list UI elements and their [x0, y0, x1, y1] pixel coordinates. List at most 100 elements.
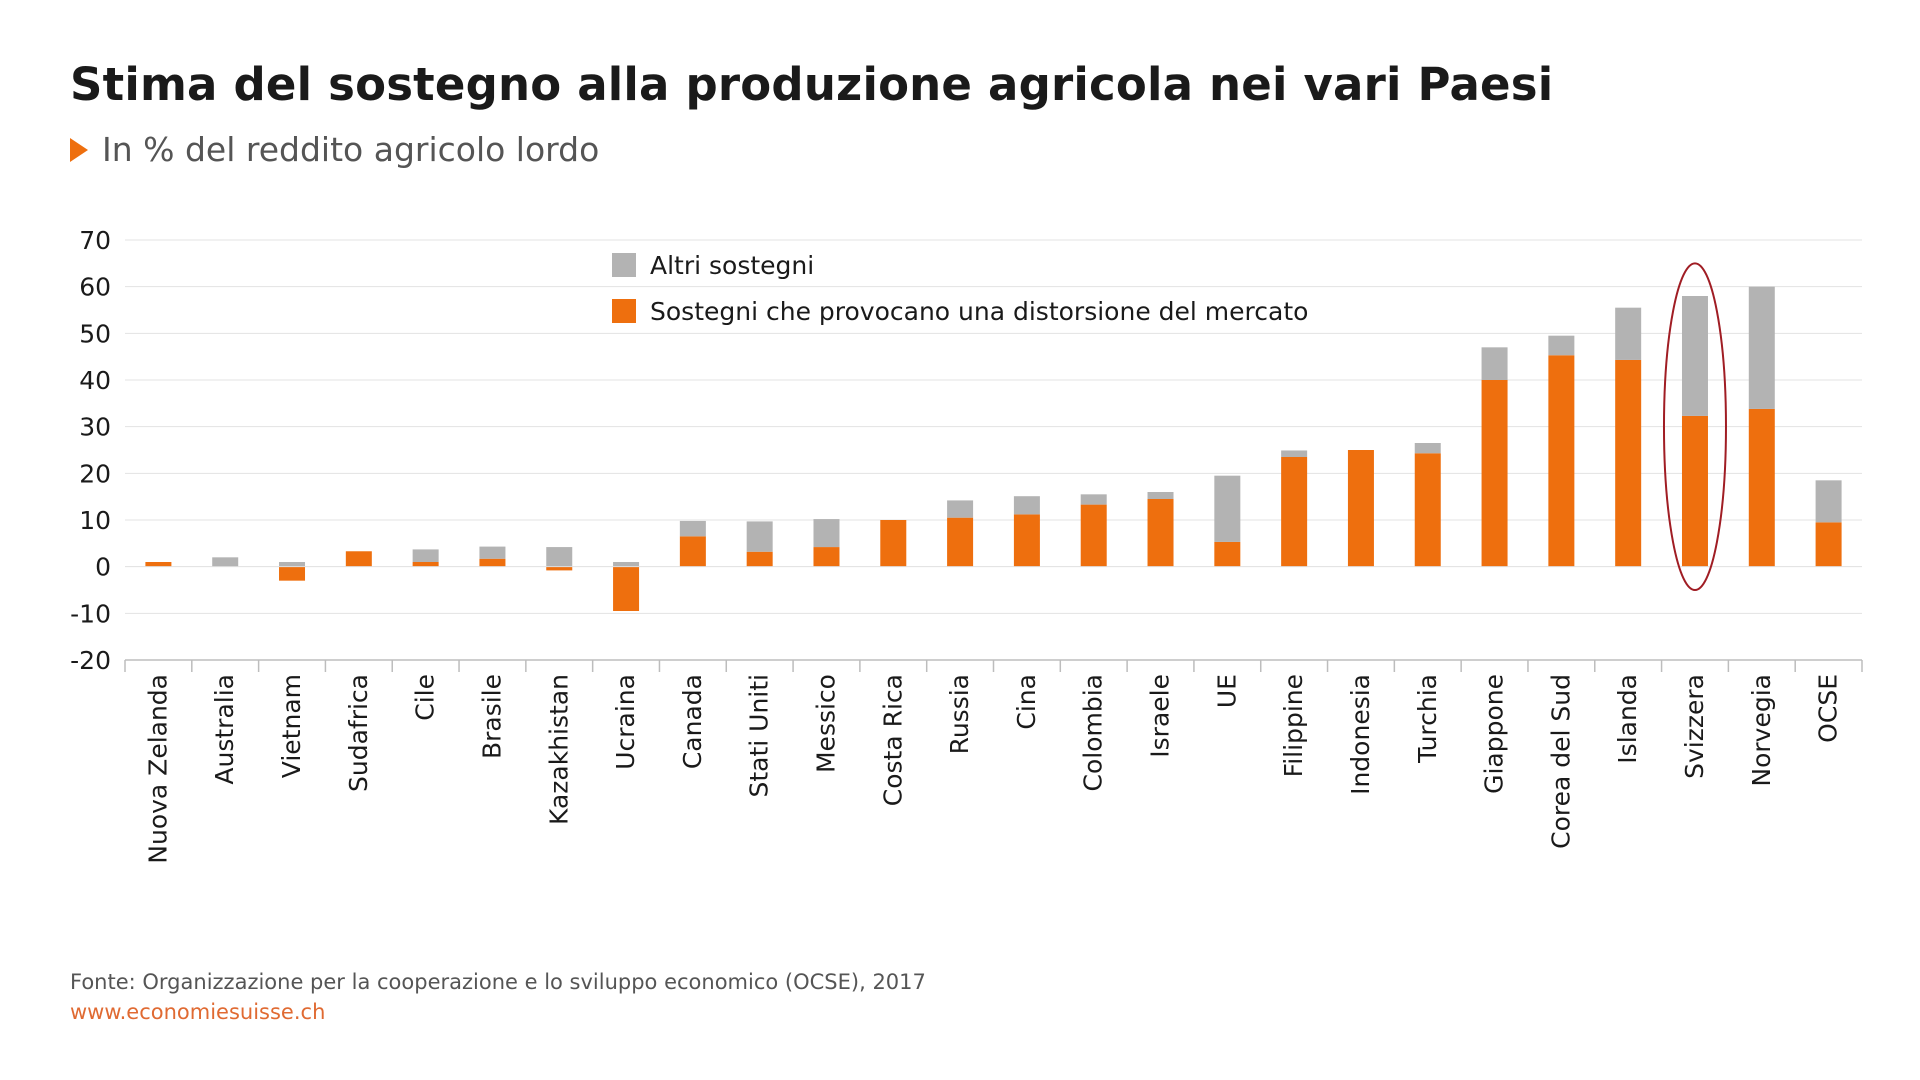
bar-other-2 — [279, 562, 306, 567]
x-axis-tick-labels: Nuova Zelanda Australia Vietnam Sudafrica Ci… — [143, 674, 1842, 864]
bar-other-17 — [1281, 450, 1308, 457]
bar-distorting-10 — [813, 547, 840, 567]
bar-distorting-13 — [1013, 514, 1040, 567]
bar-other-19 — [1414, 443, 1441, 454]
x-tick-label: Indonesia — [1346, 674, 1375, 795]
bar-distorting-18 — [1347, 450, 1374, 567]
x-tick-label: Cile — [411, 674, 440, 721]
bar-other-22 — [1615, 307, 1642, 360]
bar-distorting-0 — [145, 562, 172, 567]
bar-other-14 — [1080, 494, 1107, 505]
bar-distorting-11 — [880, 520, 907, 567]
x-tick-label: Israele — [1146, 674, 1175, 758]
bar-other-4 — [412, 549, 439, 562]
x-tick-label: Giappone — [1480, 674, 1509, 794]
y-tick-label: -10 — [70, 599, 111, 628]
x-tick-label: Kazakhistan — [544, 674, 573, 825]
subtitle-text: In % del reddito agricolo lordo — [102, 130, 600, 169]
x-tick-label: OCSE — [1814, 674, 1843, 743]
x-tick-label: Cina — [1012, 674, 1041, 730]
bar-distorting-25 — [1815, 522, 1842, 567]
legend: Altri sostegni Sostegni che provocano una… — [612, 251, 1308, 326]
chart-title: Stima del sostegno alla produzione agric… — [70, 58, 1554, 111]
y-tick-label: 20 — [79, 459, 111, 488]
triangle-right-icon — [70, 137, 88, 162]
y-tick-label: 0 — [95, 553, 111, 582]
y-tick-label: 30 — [79, 413, 111, 442]
bar-distorting-16 — [1214, 541, 1241, 567]
x-tick-label: Costa Rica — [878, 674, 907, 806]
bar-distorting-7 — [613, 566, 640, 611]
x-tick-label: UE — [1212, 674, 1241, 708]
bar-other-21 — [1548, 335, 1575, 356]
x-tick-label: Nuova Zelanda — [143, 674, 172, 864]
bar-other-20 — [1481, 347, 1508, 380]
bar-distorting-20 — [1481, 380, 1508, 567]
bar-distorting-15 — [1147, 499, 1174, 567]
bar-other-12 — [947, 500, 974, 518]
bar-distorting-24 — [1748, 408, 1775, 567]
y-tick-label: -20 — [70, 646, 111, 675]
x-axis — [124, 566, 1863, 672]
x-tick-label: Stati Uniti — [745, 674, 774, 798]
legend-label: Altri sostegni — [650, 251, 814, 280]
bar-other-25 — [1815, 480, 1842, 523]
x-tick-label: Filippine — [1279, 674, 1308, 777]
x-tick-label: Colombia — [1079, 674, 1108, 791]
y-tick-label: 60 — [79, 273, 111, 302]
highlight — [1662, 262, 1727, 591]
bar-other-8 — [679, 520, 706, 537]
bar-other-5 — [479, 546, 506, 559]
bar-distorting-2 — [279, 566, 306, 581]
x-tick-label: Messico — [811, 674, 840, 773]
legend-label: Sostegni che provocano una distorsione d… — [650, 297, 1308, 326]
bar-distorting-12 — [947, 517, 974, 567]
x-tick-label: Canada — [678, 674, 707, 769]
bar-other-13 — [1013, 496, 1040, 515]
x-tick-label: Ucraina — [611, 674, 640, 770]
x-tick-label: Islanda — [1613, 674, 1642, 764]
y-tick-label: 50 — [79, 319, 111, 348]
source-note: Fonte: Organizzazione per la cooperazion… — [70, 970, 926, 994]
bar-other-16 — [1214, 475, 1241, 542]
x-tick-label: Corea del Sud — [1546, 674, 1575, 849]
bar-other-9 — [746, 521, 773, 552]
x-tick-label: Russia — [945, 674, 974, 754]
bar-other-10 — [813, 519, 840, 548]
bar-distorting-17 — [1281, 457, 1308, 567]
bar-distorting-9 — [746, 551, 773, 567]
legend-swatch — [612, 253, 636, 277]
highlight-ellipse — [1662, 262, 1727, 591]
y-axis-tick-labels: -20 -10 0 10 20 30 40 50 60 70 — [70, 226, 111, 675]
x-tick-label: Sudafrica — [344, 674, 373, 792]
chart-subtitle: In % del reddito agricolo lordo — [70, 130, 599, 169]
bar-other-24 — [1748, 286, 1775, 409]
x-tick-label: Vietnam — [277, 674, 306, 778]
bar-distorting-3 — [345, 551, 372, 567]
bars — [145, 286, 1842, 611]
bar-distorting-22 — [1615, 359, 1642, 567]
x-tick-label: Svizzera — [1680, 674, 1709, 779]
x-tick-label: Australia — [210, 674, 239, 785]
x-tick-label: Turchia — [1413, 674, 1442, 764]
bar-distorting-5 — [479, 558, 506, 567]
bar-other-15 — [1147, 492, 1174, 499]
bar-other-7 — [613, 562, 640, 567]
source-link[interactable]: www.economiesuisse.ch — [70, 1000, 326, 1024]
x-tick-label: Norvegia — [1747, 674, 1776, 787]
bar-other-6 — [546, 547, 573, 567]
bar-distorting-4 — [412, 562, 439, 567]
y-tick-label: 70 — [79, 226, 111, 255]
legend-swatch — [612, 299, 636, 323]
bar-distorting-6 — [546, 566, 573, 571]
bar-distorting-14 — [1080, 504, 1107, 567]
bar-other-23 — [1681, 296, 1708, 416]
y-tick-label: 40 — [79, 366, 111, 395]
bar-distorting-19 — [1414, 453, 1441, 567]
bar-other-1 — [212, 557, 239, 567]
bar-distorting-8 — [679, 536, 706, 567]
bar-distorting-21 — [1548, 355, 1575, 567]
bar-distorting-23 — [1681, 415, 1708, 567]
x-tick-label: Brasile — [477, 674, 506, 759]
